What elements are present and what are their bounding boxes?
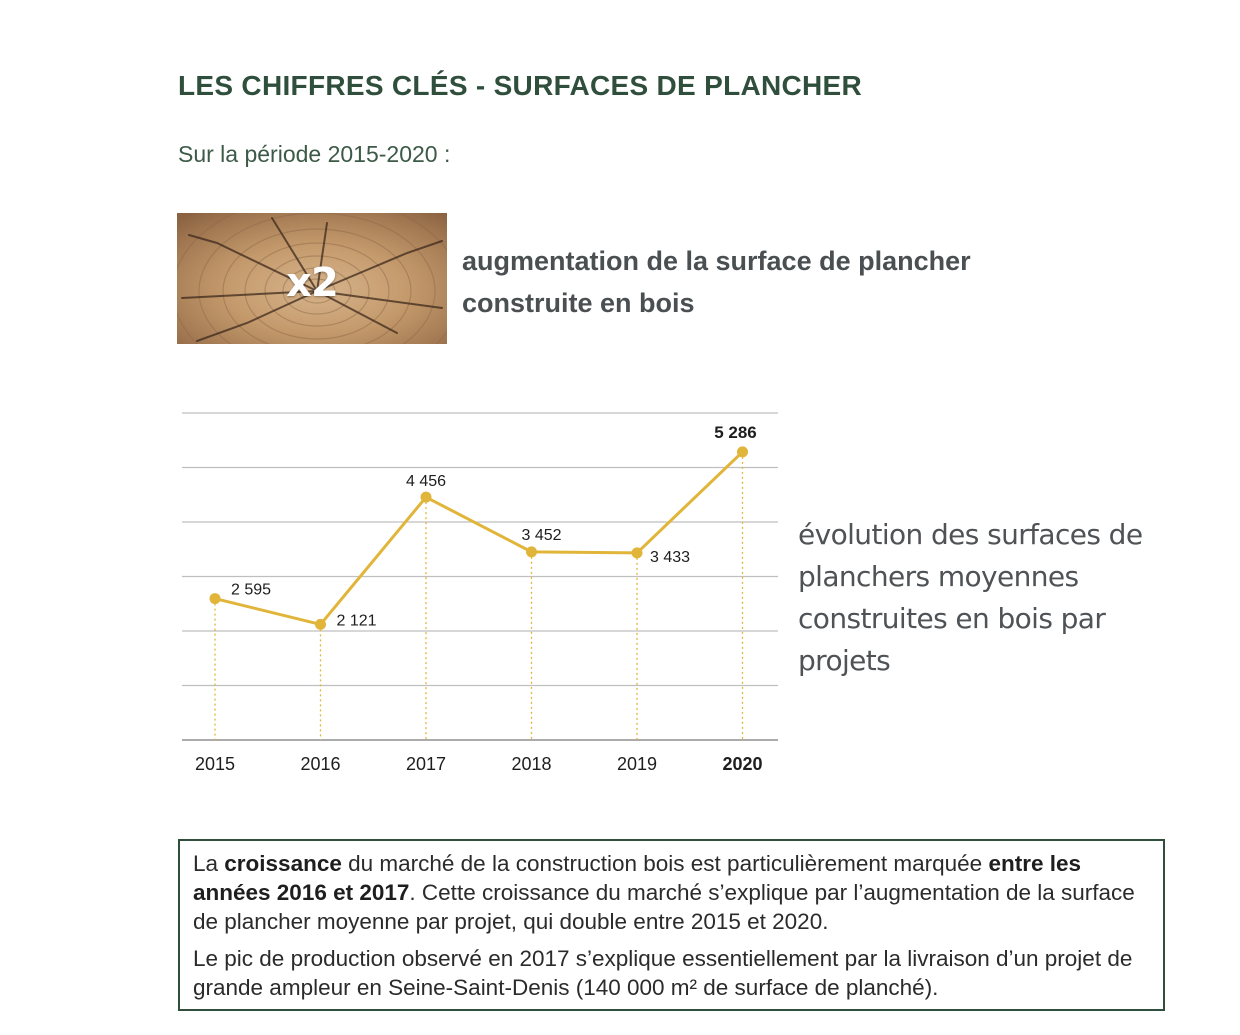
data-point <box>420 491 432 503</box>
page-title: LES CHIFFRES CLÉS - SURFACES DE PLANCHER <box>178 70 863 101</box>
data-label: 2 121 <box>337 612 377 629</box>
x-tick-label: 2020 <box>722 754 762 774</box>
info-bold-1: croissance <box>224 851 342 876</box>
wood-rings-picture <box>177 213 447 344</box>
info-text-1: La <box>193 851 225 876</box>
data-label: 3 452 <box>521 527 561 544</box>
info-text-3: . Cette croissance du marché s’explique … <box>193 880 1135 934</box>
data-label: 5 286 <box>714 423 757 442</box>
info-box: La croissance du marché de la constructi… <box>178 839 1165 1011</box>
x-tick-label: 2016 <box>300 754 340 774</box>
data-label: 2 595 <box>231 582 271 599</box>
series-line <box>214 450 744 626</box>
data-label: 4 456 <box>406 473 446 490</box>
chart-description: évolution des surfaces de planchers moye… <box>798 518 1143 677</box>
grid-lines <box>182 412 778 741</box>
guide-lines <box>214 451 744 740</box>
info-paragraph-2: Le pic de production observé en 2017 s’e… <box>193 946 1133 1000</box>
data-label: 3 433 <box>650 549 690 566</box>
data-point <box>526 546 537 558</box>
x-tick-label: 2015 <box>195 754 235 774</box>
info-paragraph-1: La croissance du marché de la constructi… <box>193 849 1139 936</box>
data-labels: 2 595 2 121 4 456 3 452 3 433 5 286 <box>231 423 757 629</box>
data-point <box>209 593 221 605</box>
period-subtitle: Sur la période 2015-2020 : <box>178 141 451 167</box>
data-point <box>631 547 643 559</box>
x-tick-labels: 2015 2016 2017 2018 2019 2020 <box>195 754 763 774</box>
info-bold-2: entre les années 2016 et 2017 <box>193 851 1082 905</box>
wood-image: x2 <box>177 213 447 344</box>
x-tick-label: 2018 <box>511 754 551 774</box>
x2-badge: x2 <box>286 259 339 306</box>
key-fact-text: augmentation de la surface de plancher c… <box>462 246 971 318</box>
x-tick-label: 2019 <box>617 754 657 774</box>
data-point <box>737 446 748 458</box>
data-points <box>209 446 748 630</box>
info-text-2: du marché de la construction bois est pa… <box>341 851 989 876</box>
data-point <box>315 618 326 630</box>
x-tick-label: 2017 <box>406 754 446 774</box>
